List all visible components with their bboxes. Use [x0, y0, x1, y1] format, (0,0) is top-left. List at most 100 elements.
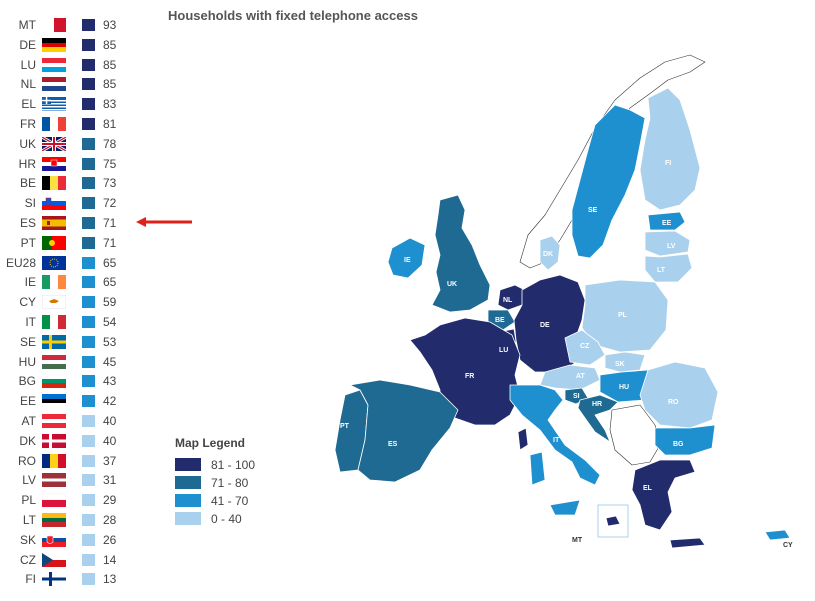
- country-code: EU28: [6, 255, 37, 270]
- country-value: 81: [103, 117, 117, 131]
- flag-nl-icon: [42, 77, 66, 92]
- map-label-dk: DK: [543, 251, 553, 258]
- ranking-row: LU 85: [6, 55, 136, 75]
- ranking-row: EU28 65: [6, 253, 136, 273]
- region-es: [349, 379, 459, 483]
- ranking-row: HR 75: [6, 154, 136, 174]
- country-value: 65: [103, 255, 117, 270]
- ranking-row: PL 29: [6, 490, 136, 510]
- country-code: LV: [22, 473, 36, 488]
- country-value: 29: [103, 493, 117, 508]
- map-label-es: ES: [388, 441, 398, 448]
- ranking-row: DK 40: [6, 431, 136, 451]
- country-value: 45: [103, 354, 117, 369]
- country-value: 31: [103, 473, 117, 488]
- region-balkans: [609, 404, 661, 466]
- ranking-row: IE 65: [6, 272, 136, 292]
- legend-item: 0 - 40: [175, 510, 285, 528]
- highlight-arrow-icon: [136, 217, 192, 227]
- europe-choropleth-map: FI SE EE LV LT DK IE UK NL BE LU DE PL C…: [334, 54, 793, 549]
- ranking-row: MT 93: [6, 15, 136, 35]
- ranking-row: NL 85: [6, 74, 136, 94]
- flag-be-icon: [42, 176, 66, 191]
- map-label-hr: HR: [592, 401, 602, 408]
- legend-swatch: [175, 494, 201, 507]
- ranking-row: EE 42: [6, 391, 136, 411]
- country-value: 93: [103, 18, 117, 32]
- region-sardinia: [529, 451, 546, 486]
- country-code: EL: [21, 97, 36, 112]
- country-code: MT: [18, 18, 36, 32]
- value-band-swatch: [82, 217, 95, 229]
- value-band-swatch: [82, 157, 95, 170]
- ranking-row: SI 72: [6, 193, 136, 213]
- country-value: 59: [103, 295, 117, 310]
- country-value: 40: [103, 414, 117, 428]
- region-cy: [764, 529, 791, 541]
- value-band-swatch: [82, 514, 95, 526]
- region-el: [631, 459, 696, 531]
- region-fr: [409, 317, 521, 426]
- country-value: 65: [103, 275, 117, 290]
- country-code: HR: [18, 156, 36, 171]
- ranking-row: EL 83: [6, 94, 136, 114]
- map-legend: Map Legend 81 - 100 71 - 80 41 - 70 0 - …: [175, 436, 285, 528]
- country-value: 14: [103, 552, 117, 567]
- country-value: 40: [103, 433, 117, 448]
- ranking-row: LT 28: [6, 510, 136, 530]
- legend-swatch: [175, 512, 201, 525]
- value-band-swatch: [82, 78, 95, 91]
- flag-mt-icon: [42, 18, 66, 32]
- country-value: 73: [103, 176, 117, 191]
- legend-swatch: [175, 458, 201, 471]
- map-label-lt: LT: [657, 267, 666, 274]
- country-code: SE: [19, 334, 36, 349]
- value-band-swatch: [82, 137, 95, 150]
- flag-fr-icon: [42, 117, 66, 131]
- country-code: PL: [21, 493, 36, 508]
- legend-label: 41 - 70: [211, 494, 249, 508]
- flag-it-icon: [42, 315, 66, 329]
- region-corsica: [517, 427, 529, 451]
- map-label-de: DE: [540, 322, 550, 329]
- value-band-swatch: [82, 316, 95, 328]
- region-sk: [604, 351, 646, 373]
- flag-at-icon: [42, 414, 66, 428]
- value-band-swatch: [82, 494, 95, 507]
- country-value: 78: [103, 136, 117, 151]
- map-label-pt: PT: [340, 423, 350, 430]
- flag-ie-icon: [42, 275, 66, 290]
- value-band-swatch: [82, 415, 95, 427]
- value-band-swatch: [82, 395, 95, 408]
- region-it: [509, 384, 601, 486]
- ranking-row: CY 59: [6, 292, 136, 312]
- country-code: DE: [19, 37, 36, 52]
- ranking-row: RO 37: [6, 451, 136, 471]
- map-label-it: IT: [553, 437, 560, 444]
- map-label-fi: FI: [665, 160, 671, 167]
- value-band-swatch: [82, 434, 95, 447]
- country-value: 42: [103, 394, 117, 409]
- value-band-swatch: [82, 454, 95, 467]
- country-value: 72: [103, 196, 117, 211]
- country-value: 75: [103, 156, 117, 171]
- region-pl: [581, 279, 669, 353]
- country-code: PT: [20, 235, 36, 250]
- country-code: IE: [24, 275, 36, 290]
- country-code: FI: [25, 572, 36, 587]
- ranking-row: PT 71: [6, 233, 136, 253]
- region-ee: [647, 211, 686, 231]
- country-code: LU: [20, 57, 36, 72]
- map-label-hu: HU: [619, 384, 629, 391]
- country-value: 37: [103, 453, 117, 468]
- region-se: [571, 104, 646, 259]
- country-value: 13: [103, 572, 117, 587]
- flag-lu-icon: [42, 57, 66, 72]
- ranking-row: FR 81: [6, 114, 136, 134]
- flag-lt-icon: [42, 513, 66, 527]
- value-band-swatch: [82, 177, 95, 190]
- map-label-at: AT: [576, 373, 586, 380]
- country-value: 71: [103, 235, 117, 250]
- country-value: 53: [103, 334, 117, 349]
- map-label-sk: SK: [615, 361, 625, 368]
